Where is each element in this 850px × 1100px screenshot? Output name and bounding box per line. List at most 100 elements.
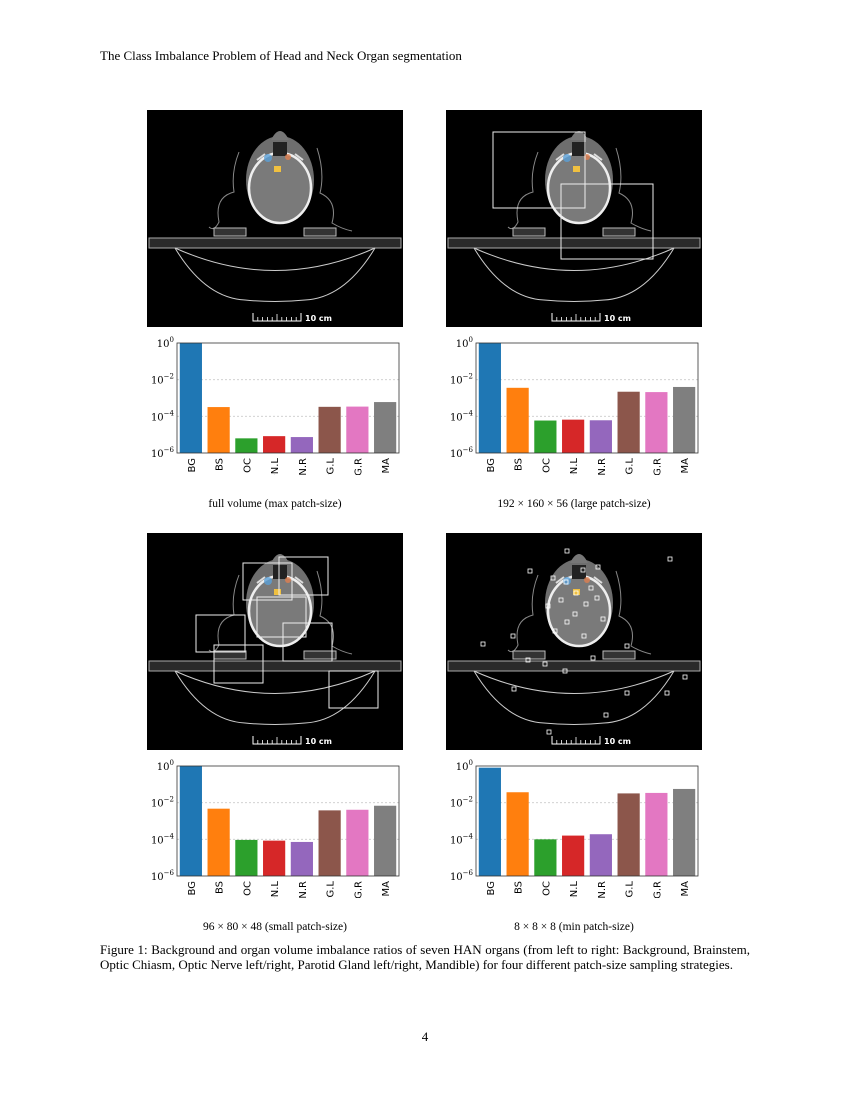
scale-bar-label: 10 cm xyxy=(305,314,332,323)
patch-box xyxy=(278,556,329,596)
patch-box-small xyxy=(572,611,578,617)
patch-box-small xyxy=(563,579,569,585)
bar-oc xyxy=(235,839,258,876)
skull xyxy=(546,151,612,225)
patch-box-small xyxy=(603,712,609,718)
bar-bg xyxy=(179,766,202,876)
y-tick-label: 10−2 xyxy=(450,796,473,810)
bar-on-r xyxy=(589,834,612,876)
x-tick-label: BS xyxy=(215,881,226,894)
bar-pg-l xyxy=(318,810,341,876)
bar-on-r xyxy=(290,437,313,453)
ct-scan: 10 cm xyxy=(447,131,701,323)
y-tick-label: 100 xyxy=(456,336,473,350)
scale-bar-label: 10 cm xyxy=(604,737,631,746)
x-tick-label: BG xyxy=(187,458,198,472)
scale-bar: 10 cm xyxy=(551,736,631,746)
x-tick-label: PG.L xyxy=(326,458,337,475)
patch-box-small xyxy=(525,657,531,663)
x-tick-label: ON.L xyxy=(569,458,580,475)
patch-box xyxy=(242,562,293,601)
x-tick-label: BS xyxy=(215,458,226,471)
patch-box-small xyxy=(552,628,558,634)
bar-ma xyxy=(374,402,397,453)
ct-table xyxy=(148,237,402,249)
y-tick-label: 10−6 xyxy=(450,446,474,460)
bar-bg xyxy=(179,343,202,453)
patch-box-small xyxy=(682,674,688,680)
ct-image-small-patch: 10 cm xyxy=(147,533,403,750)
bar-bs xyxy=(506,792,529,876)
x-tick-label: PG.R xyxy=(353,458,364,475)
patch-box-small xyxy=(542,661,548,667)
bar-bs xyxy=(506,387,529,453)
patch-box-small xyxy=(480,641,486,647)
patch-box-small xyxy=(664,690,670,696)
bar-chart-small-patch: 100 10−2 10−4 10−6 BG BS OC ON.L ON.R PG.L PG.R MA xyxy=(130,758,410,906)
bar-pg-r xyxy=(645,392,668,453)
patch-box-small xyxy=(545,603,551,609)
x-tick-label: BG xyxy=(486,881,497,895)
optic-chiasm-marker xyxy=(573,166,580,172)
x-tick-label: MA xyxy=(680,458,691,474)
patch-box-small xyxy=(562,668,568,674)
y-tick-label: 10−2 xyxy=(151,373,174,387)
bar-pg-r xyxy=(346,809,369,876)
y-tick-label: 100 xyxy=(157,336,174,350)
bar-chart-large-patch: 100 10−2 10−4 10−6 BG BS OC ON.L ON.R PG.L PG.R MA xyxy=(429,335,709,483)
bar-pg-l xyxy=(617,391,640,453)
y-tick-label: 10−4 xyxy=(151,409,175,423)
bar-pg-l xyxy=(318,406,341,453)
patch-box xyxy=(560,183,654,260)
figure-caption: Figure 1: Background and organ volume im… xyxy=(100,942,750,972)
x-tick-label: MA xyxy=(381,881,392,897)
y-tick-label: 10−6 xyxy=(151,446,175,460)
y-tick-label: 10−4 xyxy=(450,409,474,423)
plot-frame xyxy=(475,342,699,454)
skull xyxy=(546,574,612,648)
scale-bar: 10 cm xyxy=(551,313,631,323)
bar-on-l xyxy=(562,419,585,453)
patch-box-small xyxy=(564,619,570,625)
bar-ma xyxy=(673,386,696,453)
bar-on-r xyxy=(290,841,313,876)
patch-box-small xyxy=(510,633,516,639)
ct-table xyxy=(447,660,701,672)
x-tick-label: ON.R xyxy=(597,458,608,475)
x-tick-label: ON.L xyxy=(270,458,281,475)
bar-chart-full-volume: 100 10−2 10−4 10−6 BG BS OC ON.L ON.R PG.L PG.R MA xyxy=(130,335,410,483)
patch-box-small xyxy=(527,568,533,574)
x-tick-label: PG.L xyxy=(326,881,337,898)
skull xyxy=(247,151,313,225)
y-tick-label: 10−6 xyxy=(450,869,474,883)
bar-pg-r xyxy=(346,406,369,453)
bar-on-r xyxy=(589,420,612,453)
patch-box-small xyxy=(600,616,606,622)
x-tick-label: ON.R xyxy=(298,458,309,475)
x-tick-label: BG xyxy=(187,881,198,895)
x-tick-label: ON.R xyxy=(597,881,608,898)
ct-scan: 10 cm xyxy=(148,131,402,323)
bar-ma xyxy=(374,805,397,876)
panel-caption: 8 × 8 × 8 (min patch-size) xyxy=(514,921,634,933)
scale-bar-label: 10 cm xyxy=(305,737,332,746)
y-tick-label: 10−4 xyxy=(450,832,474,846)
y-tick-label: 100 xyxy=(456,759,473,773)
x-tick-label: PG.R xyxy=(652,881,663,898)
x-tick-label: OC xyxy=(242,881,253,896)
patch-box xyxy=(492,131,586,209)
bar-on-l xyxy=(562,835,585,876)
ct-table xyxy=(148,660,402,672)
x-tick-label: PG.L xyxy=(625,881,636,898)
y-tick-label: 10−6 xyxy=(151,869,175,883)
ct-scan: 10 cm xyxy=(148,554,402,746)
bar-oc xyxy=(235,438,258,453)
patch-box-small xyxy=(624,690,630,696)
bar-oc xyxy=(534,420,557,453)
bar-pg-r xyxy=(645,792,668,876)
x-tick-label: BG xyxy=(486,458,497,472)
patch-box-small xyxy=(590,655,596,661)
scale-bar-label: 10 cm xyxy=(604,314,631,323)
ct-table xyxy=(447,237,701,249)
patch-box-small xyxy=(511,686,517,692)
